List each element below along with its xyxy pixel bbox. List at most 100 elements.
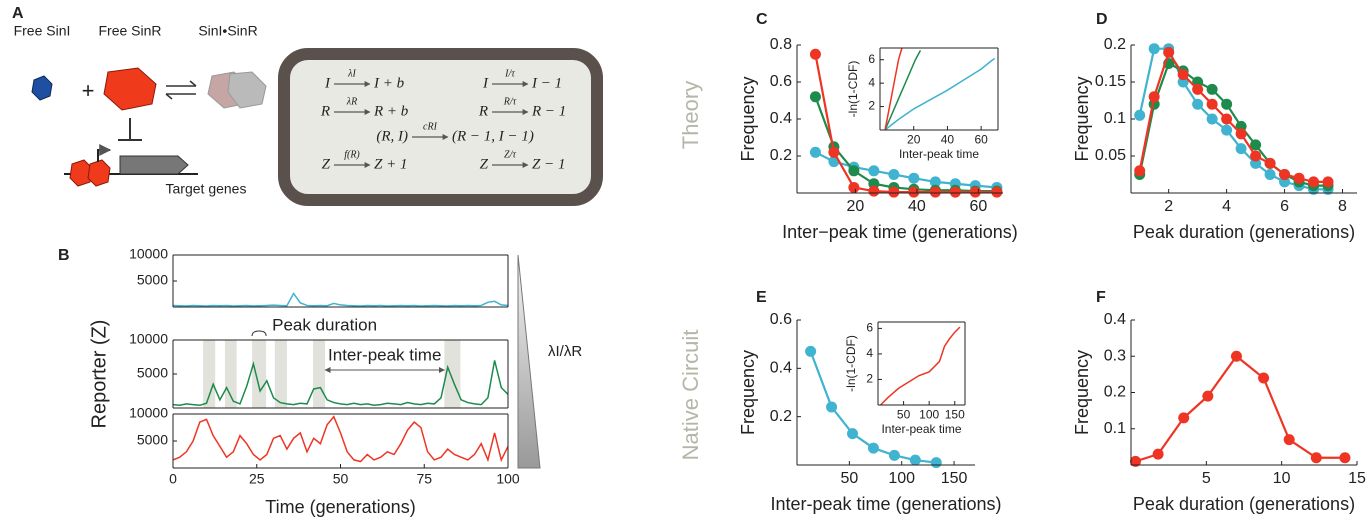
- data-point: [1148, 91, 1160, 103]
- x-tick-label: 60: [974, 132, 988, 146]
- eq-rhs: R − 1: [531, 103, 566, 119]
- data-point: [1221, 124, 1233, 136]
- shaded-region: [274, 340, 287, 408]
- eq-lhs: Z: [480, 156, 489, 172]
- series-line: [172, 292, 509, 307]
- eq-lhs: Z: [322, 156, 331, 172]
- data-point: [826, 401, 838, 413]
- data-point: [1264, 157, 1276, 169]
- eq-lhs: I: [324, 75, 331, 91]
- data-point: [909, 454, 921, 466]
- y-tick-label: 0.4: [770, 360, 792, 377]
- x-tick-label: 20: [907, 132, 921, 146]
- x-axis-label: Time (generations): [265, 497, 415, 517]
- x-tick-label: 75: [416, 471, 432, 487]
- panel-letter: F: [1096, 289, 1106, 306]
- row-label: Native Circuit: [678, 330, 703, 461]
- x-tick-label: 6: [1280, 198, 1289, 215]
- eq-lhs: (R, I): [376, 128, 408, 144]
- diagram-label: Target genes: [166, 181, 247, 197]
- x-tick-label: 150: [945, 407, 965, 421]
- data-point: [1202, 390, 1214, 402]
- data-point: [1206, 98, 1218, 110]
- series-line: [172, 415, 509, 463]
- data-point: [1192, 98, 1204, 110]
- data-point: [1322, 176, 1334, 188]
- data-point: [1206, 113, 1218, 125]
- panel-letter: E: [756, 289, 767, 306]
- y-tick-label: 2: [866, 372, 873, 386]
- y-tick-label: 10000: [129, 246, 168, 262]
- data-point: [1250, 150, 1262, 162]
- row-label: Theory: [678, 81, 703, 149]
- y-axis-label: Frequency: [1072, 76, 1092, 161]
- y-tick-label: 0.1: [1104, 420, 1126, 437]
- y-axis-label: -ln(1-CDF): [844, 335, 858, 392]
- data-point: [1152, 448, 1164, 460]
- data-point: [1230, 350, 1242, 362]
- annotation: Inter-peak time: [328, 345, 441, 364]
- data-point: [805, 345, 817, 357]
- eq-lhs: R: [320, 103, 330, 119]
- y-tick-label: 0.4: [770, 110, 792, 127]
- series-line: [880, 326, 961, 406]
- brace: [251, 330, 267, 337]
- y-tick-label: 2: [868, 99, 875, 113]
- svg-text:+: +: [82, 78, 95, 103]
- y-tick-label: 0.2: [770, 408, 792, 425]
- data-point: [867, 442, 879, 454]
- annotation: Peak duration: [272, 315, 377, 334]
- x-tick-label: 60: [970, 198, 988, 215]
- x-axis-label: Inter-peak time: [881, 422, 961, 436]
- eq-rhs: I + b: [373, 75, 405, 91]
- data-point: [1130, 455, 1142, 467]
- series-line: [1135, 354, 1345, 463]
- x-tick-label: 0: [169, 471, 177, 487]
- data-point: [1264, 169, 1276, 180]
- y-tick-label: 4: [866, 346, 873, 360]
- series-line: [172, 360, 509, 407]
- data-point: [868, 185, 880, 197]
- data-point: [848, 165, 860, 177]
- y-tick-label: 0.8: [770, 36, 792, 53]
- eq-rate: f(R): [344, 149, 360, 160]
- data-point: [991, 186, 1003, 198]
- data-point: [809, 91, 821, 103]
- shaded-region: [444, 340, 461, 408]
- x-tick-label: 25: [249, 471, 265, 487]
- y-tick-label: 0.1: [1104, 110, 1126, 127]
- data-point: [949, 186, 961, 198]
- series-line: [814, 151, 997, 189]
- y-tick-label: 0.05: [1095, 147, 1126, 164]
- shaded-region: [313, 340, 326, 408]
- data-point: [969, 186, 981, 198]
- x-tick-label: 40: [941, 132, 955, 146]
- x-axis-label: Inter−peak time (generations): [782, 222, 1018, 242]
- data-point: [1235, 143, 1247, 155]
- x-axis-label: Peak duration (generations): [1133, 222, 1355, 242]
- series-line: [814, 96, 997, 193]
- data-point: [1308, 176, 1320, 188]
- eq-rhs: Z + 1: [374, 156, 407, 172]
- x-tick-label: 5: [1202, 470, 1211, 487]
- data-point: [888, 186, 900, 198]
- data-point: [868, 165, 880, 177]
- data-point: [828, 146, 840, 158]
- data-point: [1279, 169, 1291, 180]
- gradient-triangle: [517, 254, 541, 469]
- eq-rhs: I − 1: [531, 75, 562, 91]
- data-point: [908, 172, 920, 184]
- x-tick-label: 8: [1338, 198, 1347, 215]
- y-tick-label: 0.6: [770, 73, 792, 90]
- y-tick-label: 6: [868, 52, 875, 66]
- data-point: [929, 176, 941, 188]
- x-tick-label: 20: [847, 198, 865, 215]
- y-tick-label: 0.2: [1104, 36, 1126, 53]
- eq-rate: Z/τ: [504, 149, 516, 160]
- data-point: [908, 186, 920, 198]
- x-tick-label: 50: [333, 471, 349, 487]
- x-tick-label: 100: [888, 470, 915, 487]
- x-tick-label: 50: [840, 470, 858, 487]
- y-tick-label: 4: [868, 75, 875, 89]
